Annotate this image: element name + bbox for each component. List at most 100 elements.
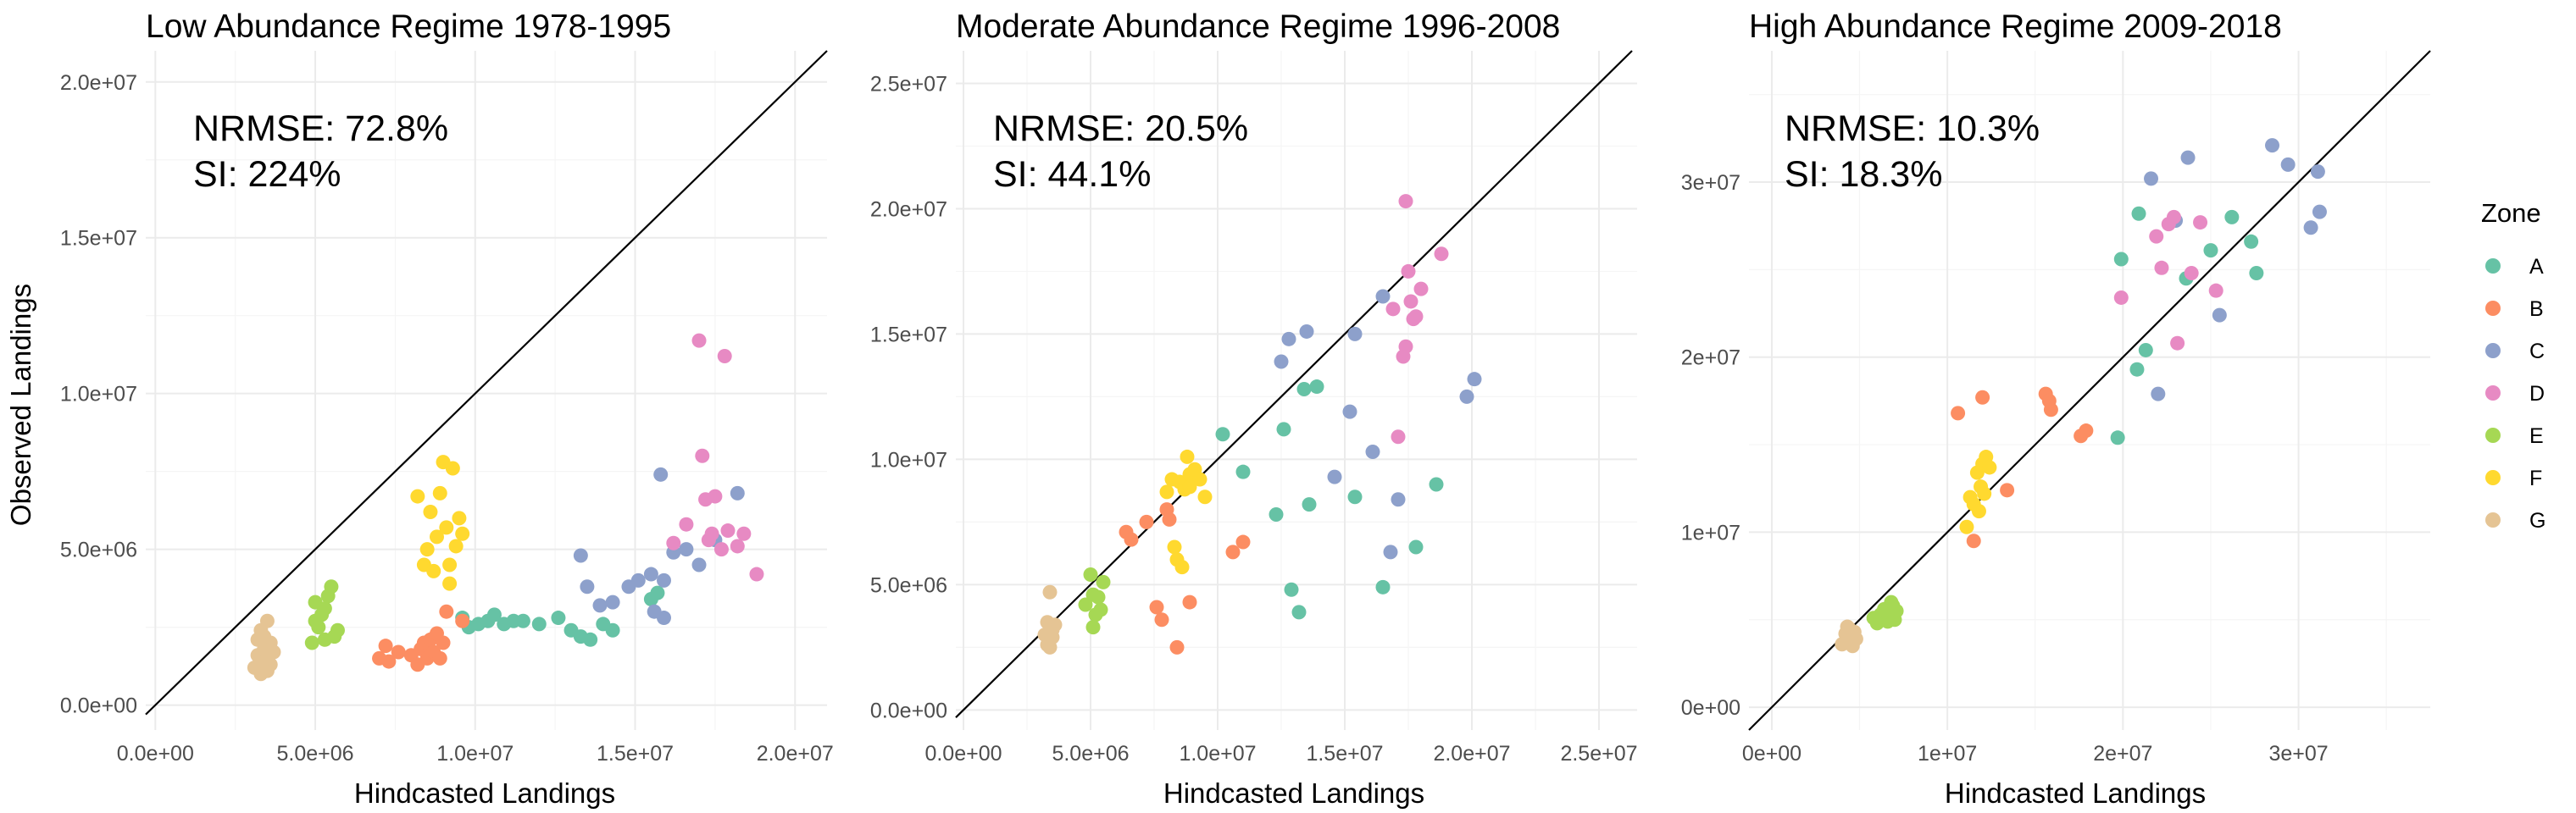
point-zone-a xyxy=(531,617,547,632)
point-zone-d xyxy=(2113,290,2129,305)
y-tick-label: 0e+00 xyxy=(1681,696,1740,720)
point-zone-d xyxy=(679,517,694,532)
point-zone-c xyxy=(2212,307,2227,323)
x-axis-label: Hindcasted Landings xyxy=(1163,777,1424,809)
legend-label-c: C xyxy=(2529,340,2545,363)
point-zone-f xyxy=(1959,519,1974,534)
point-zone-c xyxy=(580,579,595,595)
point-zone-b xyxy=(381,654,397,669)
point-zone-f xyxy=(1971,504,1986,519)
point-zone-d xyxy=(749,567,764,582)
si-annotation: SI: 44.1% xyxy=(993,154,1151,195)
point-zone-a xyxy=(2138,342,2153,357)
x-tick-label: 5.0e+06 xyxy=(1052,742,1129,766)
point-zone-c xyxy=(2180,150,2196,165)
panel-moderate-abundance: Moderate Abundance Regime 1996-2008 Hind… xyxy=(870,8,1638,809)
y-tick-label: 1.0e+07 xyxy=(60,383,137,406)
point-zone-b xyxy=(1225,545,1241,560)
point-zone-a xyxy=(551,611,566,626)
point-zone-b xyxy=(1169,639,1185,655)
point-zone-d xyxy=(701,533,716,548)
y-tick-label: 2.0e+07 xyxy=(60,71,137,95)
point-zone-f xyxy=(1982,460,1997,475)
x-tick-label: 1.5e+07 xyxy=(1306,742,1383,766)
point-zone-c xyxy=(1281,331,1296,346)
point-zone-a xyxy=(1296,382,1312,397)
point-zone-g xyxy=(259,613,275,628)
point-zone-f xyxy=(445,461,460,476)
point-zone-e xyxy=(317,601,332,617)
point-zone-d xyxy=(1401,263,1416,279)
point-zone-g xyxy=(257,629,272,644)
point-zone-d xyxy=(2184,266,2199,281)
point-zone-d xyxy=(2166,209,2181,224)
point-zone-b xyxy=(1966,534,1981,549)
point-zone-e xyxy=(1884,595,1899,610)
legend-label-a: A xyxy=(2529,255,2544,279)
point-zone-c xyxy=(1342,404,1357,419)
point-zone-b xyxy=(2000,483,2015,498)
gridlines xyxy=(1749,51,2430,730)
point-zone-e xyxy=(1085,587,1101,602)
point-zone-a xyxy=(605,622,620,638)
point-zone-c xyxy=(630,572,646,588)
point-zone-a xyxy=(650,585,665,600)
point-zone-f xyxy=(1977,486,1992,501)
point-zone-f xyxy=(1174,560,1190,575)
point-zone-b xyxy=(2043,402,2058,418)
point-zone-d xyxy=(1403,294,1418,309)
point-zone-b xyxy=(432,650,447,666)
point-zone-b xyxy=(2079,423,2094,439)
point-zone-c xyxy=(2280,157,2296,172)
point-zone-d xyxy=(1406,312,1421,327)
legend-key-a xyxy=(2485,258,2501,274)
point-zone-f xyxy=(432,485,447,501)
point-zone-f xyxy=(1192,472,1208,487)
point-zone-c xyxy=(656,572,671,588)
point-zone-d xyxy=(695,448,710,463)
point-zone-a xyxy=(486,607,502,622)
point-zone-c xyxy=(605,595,620,610)
point-zone-a xyxy=(1429,477,1444,492)
point-zone-g xyxy=(1848,632,1863,647)
point-zone-c xyxy=(2144,171,2159,186)
point-zone-a xyxy=(2224,209,2240,224)
point-zone-d xyxy=(717,349,732,364)
point-zone-e xyxy=(324,579,339,595)
panel-high-abundance: High Abundance Regime 2009-2018 Hindcast… xyxy=(1681,8,2431,809)
point-zone-f xyxy=(455,526,470,541)
y-tick-label: 1e+07 xyxy=(1681,521,1740,545)
data-points xyxy=(1037,194,1482,655)
point-zone-e xyxy=(1096,574,1111,589)
point-zone-c xyxy=(1383,545,1398,560)
panel-title: Moderate Abundance Regime 1996-2008 xyxy=(956,8,1560,45)
point-zone-c xyxy=(679,542,694,557)
point-zone-c xyxy=(573,548,588,563)
point-zone-c xyxy=(1365,445,1380,460)
point-zone-a xyxy=(1347,489,1363,505)
legend-label-e: E xyxy=(2529,424,2544,448)
si-annotation: SI: 224% xyxy=(193,154,341,195)
point-zone-a xyxy=(2131,206,2146,221)
point-zone-f xyxy=(442,576,458,591)
x-tick-label: 1e+07 xyxy=(1918,742,1977,766)
point-zone-c xyxy=(1391,492,1406,507)
y-tick-label: 0.0e+00 xyxy=(870,699,947,722)
legend-key-e xyxy=(2485,428,2501,443)
point-zone-c xyxy=(1375,289,1391,304)
y-tick-label: 1.5e+07 xyxy=(870,323,947,346)
point-zone-a xyxy=(2113,252,2129,267)
point-zone-a xyxy=(1276,422,1291,437)
point-zone-f xyxy=(410,489,425,504)
x-axis-label: Hindcasted Landings xyxy=(1945,777,2206,809)
x-tick-label: 2.0e+07 xyxy=(757,742,834,766)
point-zone-f xyxy=(1182,479,1197,495)
point-zone-c xyxy=(2303,220,2318,235)
legend-label-d: D xyxy=(2529,382,2545,406)
y-tick-label: 5.0e+06 xyxy=(60,539,137,562)
point-zone-f xyxy=(1159,484,1174,500)
y-axis-label: Observed Landings xyxy=(5,284,36,526)
point-zone-d xyxy=(713,542,729,557)
point-zone-c xyxy=(1274,354,1289,369)
